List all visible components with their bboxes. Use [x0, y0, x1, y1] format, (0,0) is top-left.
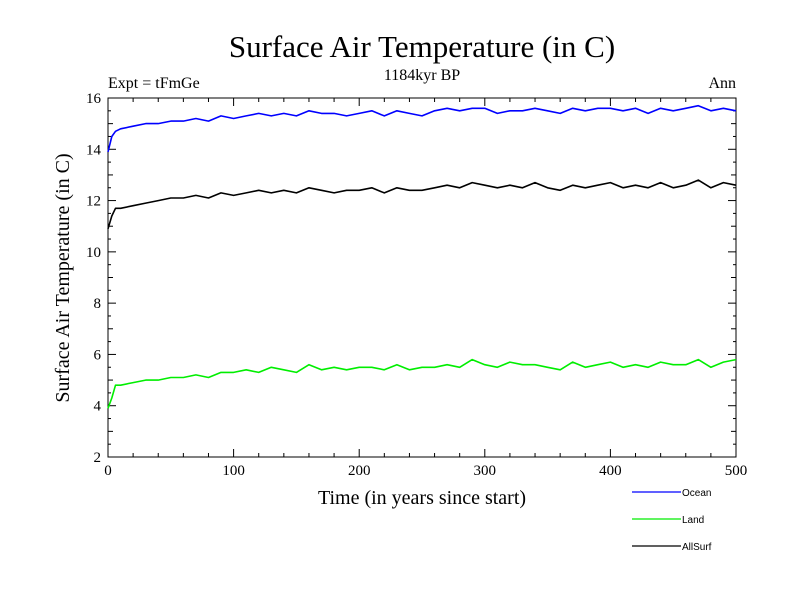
chart-title: Surface Air Temperature (in C) [229, 29, 615, 64]
x-tick-label: 0 [104, 463, 112, 479]
experiment-label: Expt = tFmGe [108, 75, 200, 92]
x-tick-label: 100 [222, 463, 245, 479]
y-tick-label: 14 [86, 142, 102, 158]
legend-label-allsurf: AllSurf [682, 542, 712, 553]
legend-label-ocean: Ocean [682, 488, 711, 499]
x-axis-label: Time (in years since start) [318, 487, 526, 509]
series-line-ocean [107, 104, 737, 153]
y-axis-label: Surface Air Temperature (in C) [52, 153, 74, 402]
y-tick-label: 16 [86, 91, 102, 107]
x-tick-label: 500 [725, 463, 748, 479]
plot-frame [107, 97, 737, 458]
chart-subtitle: 1184kyr BP [384, 67, 460, 84]
y-tick-label: 4 [94, 399, 102, 415]
y-tick-label: 12 [86, 194, 101, 210]
series-line-land [107, 358, 737, 409]
legend-label-land: Land [682, 515, 704, 526]
x-tick-label: 400 [599, 463, 622, 479]
y-tick-label: 2 [94, 450, 102, 466]
y-tick-label: 8 [94, 296, 102, 312]
x-tick-label: 200 [348, 463, 371, 479]
season-label: Ann [708, 75, 736, 92]
y-tick-label: 6 [94, 347, 102, 363]
y-tick-label: 10 [86, 245, 101, 261]
x-tick-label: 300 [474, 463, 497, 479]
series-line-allsurf [107, 179, 737, 230]
